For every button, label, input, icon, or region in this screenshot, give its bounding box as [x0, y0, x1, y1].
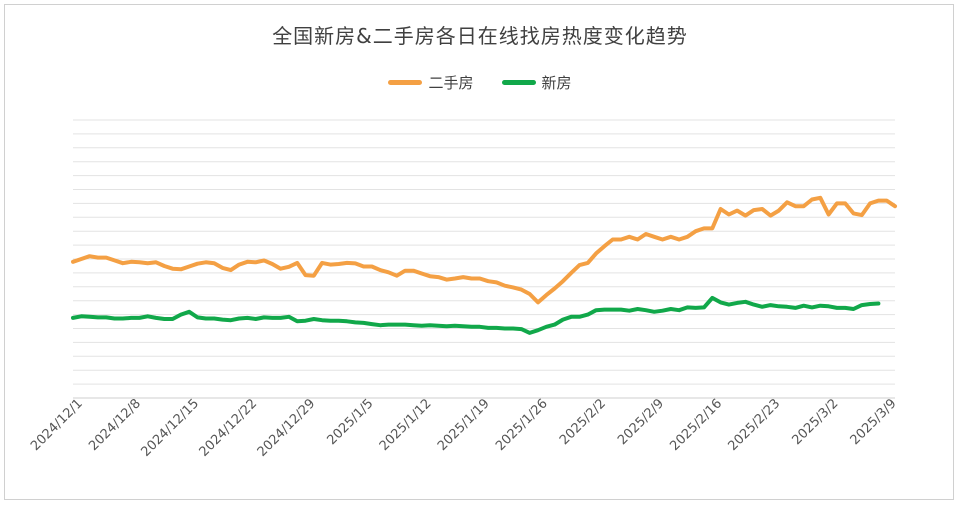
legend: 二手房 新房: [0, 72, 960, 93]
x-tick-label: 2025/1/19: [435, 396, 493, 454]
chart-frame: [4, 4, 954, 500]
series-line-secondhand: [71, 195, 897, 305]
x-tick-label: 2025/2/23: [726, 396, 784, 454]
x-tick-label: 2024/12/29: [255, 396, 319, 460]
x-tick-label: 2024/12/1: [28, 396, 86, 454]
x-tick-label: 2025/3/2: [790, 396, 842, 448]
x-tick-label: 2025/2/16: [667, 396, 725, 454]
x-tick-label: 2025/1/5: [325, 396, 377, 448]
x-tick-label: 2024/12/22: [197, 396, 261, 460]
series-line-newhome: [71, 295, 881, 335]
x-tick-label: 2025/1/26: [493, 396, 551, 454]
legend-swatch-newhome: [501, 80, 536, 85]
chart-title: 全国新房&二手房各日在线找房热度变化趋势: [272, 24, 688, 48]
legend-item-secondhand: 二手房: [388, 72, 474, 93]
x-tick-label: 2025/3/9: [848, 396, 900, 448]
x-tick-label: 2025/1/12: [377, 396, 435, 454]
x-tick-label: 2024/12/8: [86, 396, 144, 454]
series-lines: [71, 195, 897, 335]
legend-label-secondhand: 二手房: [428, 74, 474, 92]
grid-lines: [73, 119, 895, 399]
x-tick-label: 2025/2/9: [615, 396, 667, 448]
legend-swatch-secondhand: [388, 80, 423, 85]
legend-item-newhome: 新房: [501, 72, 572, 93]
x-tick-label: 2025/2/2: [557, 396, 609, 448]
x-tick-labels: 2024/12/1 2024/12/82024/12/152024/12/2220…: [28, 396, 899, 460]
x-tick-label: 2024/12/15: [138, 396, 202, 460]
legend-label-newhome: 新房: [541, 74, 572, 92]
